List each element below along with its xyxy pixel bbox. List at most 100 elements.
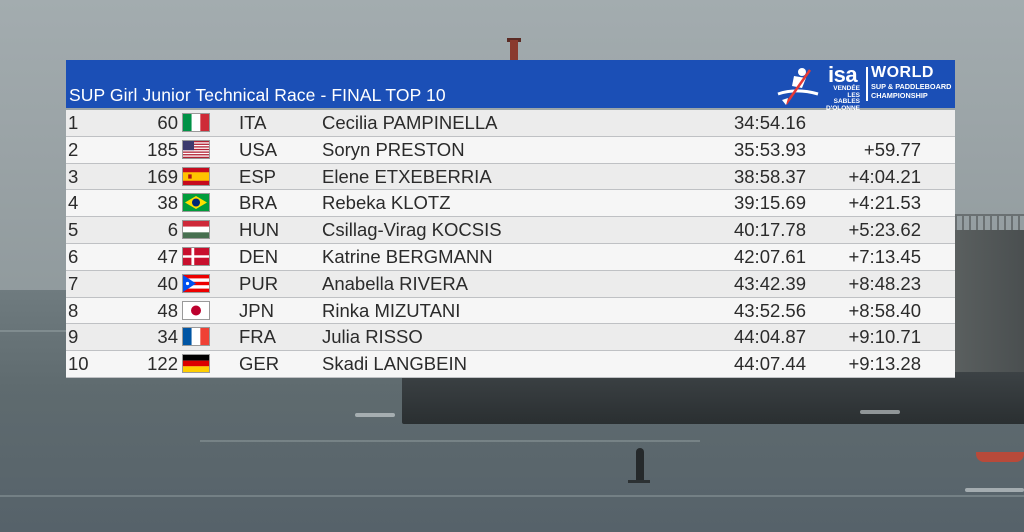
- paddler-logo-icon: [777, 68, 819, 105]
- rank-cell: 9: [68, 326, 79, 348]
- ita-flag-icon: [182, 113, 210, 132]
- bib-cell: 169: [147, 165, 178, 187]
- rank-cell: 7: [68, 272, 79, 294]
- logo-champ-line1: SUP & PADDLEBOARD: [871, 82, 952, 91]
- nation-cell: GER: [239, 353, 280, 375]
- logo-champ-line2: CHAMPIONSHIP: [871, 90, 928, 100]
- results-board: SUP Girl Junior Technical Race - FINAL T…: [66, 60, 955, 378]
- rank-cell: 1: [68, 112, 79, 133]
- rank-cell: 5: [68, 219, 79, 241]
- athlete-name-cell: Elene ETXEBERRIA: [322, 165, 492, 187]
- gap-cell: +9:13.28: [848, 353, 921, 375]
- table-row: 7 40 PUR Anabella RIVERA 43:42.39 +8:48.23: [66, 270, 955, 298]
- rank-cell: 2: [68, 138, 79, 160]
- time-cell: 40:17.78: [733, 219, 806, 241]
- jetty-rocks: [402, 372, 1024, 424]
- athlete-name-cell: Skadi LANGBEIN: [322, 353, 467, 375]
- logo-isa-text: isa: [828, 62, 858, 87]
- athlete-name-cell: Julia RISSO: [322, 326, 423, 348]
- time-cell: 35:53.93: [733, 138, 806, 160]
- seawall-railing: [955, 214, 1024, 234]
- sea-wave: [0, 495, 1024, 497]
- gap-cell: +59.77: [863, 138, 921, 160]
- surfer: [636, 448, 644, 482]
- time-cell: 39:15.69: [733, 192, 806, 214]
- lighthouse: [510, 40, 518, 62]
- table-row: 9 34 FRA Julia RISSO 44:04.87 +9:10.71: [66, 324, 955, 352]
- gap-cell: +4:04.21: [848, 165, 921, 187]
- nation-cell: BRA: [239, 192, 278, 214]
- athlete-name-cell: Cecilia PAMPINELLA: [322, 112, 498, 133]
- bra-flag-icon: [182, 193, 210, 213]
- bib-cell: 6: [167, 219, 178, 241]
- bib-cell: 48: [157, 299, 178, 321]
- bib-cell: 122: [147, 353, 178, 375]
- athlete-name-cell: Soryn PRESTON: [322, 138, 465, 160]
- wave-foam: [965, 488, 1024, 492]
- nation-cell: DEN: [239, 245, 279, 267]
- board-header: SUP Girl Junior Technical Race - FINAL T…: [66, 60, 955, 111]
- jpn-flag-icon: [182, 300, 210, 320]
- bib-cell: 34: [157, 326, 178, 348]
- logo-world-text: WORLD: [871, 64, 934, 81]
- athlete-name-cell: Katrine BERGMANN: [322, 245, 493, 267]
- bib-cell: 38: [157, 192, 178, 214]
- isa-championship-logo: isa VENDÉE LES SABLES D'OLONNE WORLD SUP…: [772, 62, 955, 111]
- time-cell: 42:07.61: [733, 245, 806, 267]
- gap-cell: +8:48.23: [848, 272, 921, 294]
- logo-vendee-text: VENDÉE LES SABLES D'OLONNE: [825, 85, 860, 112]
- fra-flag-icon: [182, 327, 210, 347]
- gap-cell: +4:21.53: [848, 192, 921, 214]
- nation-cell: ITA: [239, 112, 267, 133]
- esp-flag-icon: [182, 166, 210, 186]
- board-title: SUP Girl Junior Technical Race - FINAL T…: [69, 85, 446, 105]
- time-cell: 43:52.56: [733, 299, 806, 321]
- rank-cell: 6: [68, 245, 79, 267]
- gap-cell: +7:13.45: [848, 245, 921, 267]
- rank-cell: 3: [68, 165, 79, 187]
- nation-cell: PUR: [239, 272, 279, 294]
- logo-separator: [866, 67, 868, 101]
- usa-flag-icon: [182, 139, 210, 159]
- nation-cell: HUN: [239, 219, 280, 241]
- bib-cell: 47: [157, 245, 178, 267]
- athlete-name-cell: Rebeka KLOTZ: [322, 192, 451, 214]
- time-cell: 44:07.44: [733, 353, 806, 375]
- table-row: 8 48 JPN Rinka MIZUTANI 43:52.56 +8:58.40: [66, 297, 955, 325]
- bib-cell: 185: [147, 138, 178, 160]
- time-cell: 44:04.87: [733, 326, 806, 348]
- athlete-name-cell: Rinka MIZUTANI: [322, 299, 461, 321]
- pur-flag-icon: [182, 273, 210, 293]
- gap-cell: +5:23.62: [848, 219, 921, 241]
- bib-cell: 40: [157, 272, 178, 294]
- logo-championship-text: SUP & PADDLEBOARD CHAMPIONSHIP: [871, 82, 952, 100]
- surfboard: [628, 480, 650, 483]
- table-row: 2 185 USA Soryn PRESTON 35:53.93 +59.77: [66, 136, 955, 164]
- table-row: 5 6 HUN Csillag-Virag KOCSIS 40:17.78 +5:23.6…: [66, 217, 955, 244]
- table-row: 3 169 ESP Elene ETXEBERRIA 38:58.37 +4:04.21: [66, 163, 955, 191]
- results-table: 1 60 ITA Cecilia PAMPINELLA 34:54.16 2 185 USA S…: [66, 110, 955, 378]
- athlete-name-cell: Csillag-Virag KOCSIS: [322, 219, 502, 241]
- rank-cell: 10: [68, 353, 89, 375]
- nation-cell: ESP: [239, 165, 277, 187]
- athlete-name-cell: Anabella RIVERA: [322, 272, 469, 294]
- table-row: 4 38 BRA Rebeka KLOTZ 39:15.69 +4:21.53: [66, 190, 955, 218]
- ger-flag-icon: [182, 354, 210, 374]
- table-row: 6 47 DEN Katrine BERGMANN 42:07.61 +7:13.45: [66, 243, 955, 271]
- rank-cell: 4: [68, 192, 79, 214]
- sea-wave: [200, 440, 700, 442]
- time-cell: 38:58.37: [733, 165, 806, 187]
- bib-cell: 60: [157, 112, 178, 133]
- boat: [976, 452, 1024, 462]
- time-cell: 43:42.39: [733, 272, 806, 294]
- wave-foam: [860, 410, 900, 414]
- table-row: 1 60 ITA Cecilia PAMPINELLA 34:54.16: [66, 110, 955, 137]
- hun-flag-icon: [182, 220, 210, 240]
- rank-cell: 8: [68, 299, 79, 321]
- table-row: 10 122 GER Skadi LANGBEIN 44:07.44 +9:13.28: [66, 351, 955, 378]
- nation-cell: USA: [239, 138, 278, 160]
- gap-cell: +9:10.71: [848, 326, 921, 348]
- gap-cell: +8:58.40: [848, 299, 921, 321]
- nation-cell: JPN: [239, 299, 274, 321]
